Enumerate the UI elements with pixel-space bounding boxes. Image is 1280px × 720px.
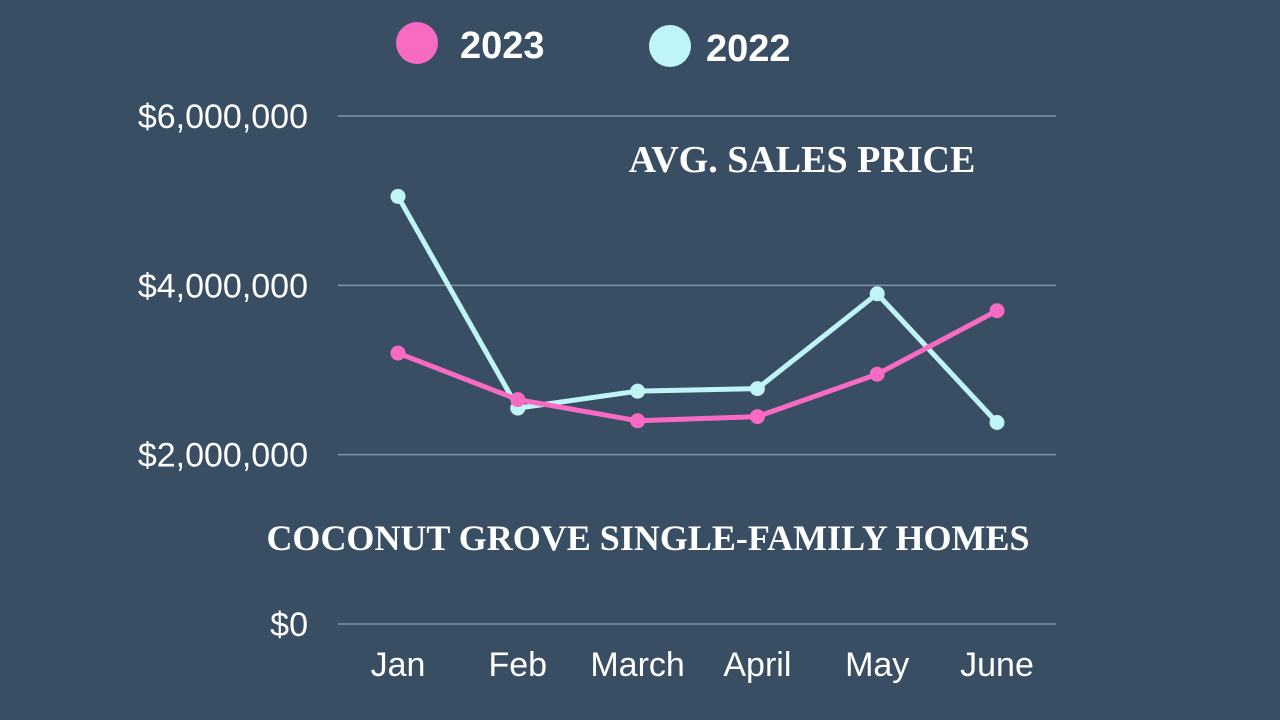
x-tick-label: Feb	[489, 646, 548, 684]
x-tick-label: May	[845, 646, 909, 684]
data-point-2023	[989, 303, 1005, 319]
data-point-2022	[630, 383, 646, 399]
x-tick-label: April	[723, 646, 791, 684]
data-point-2022	[869, 286, 885, 302]
series-layer	[390, 188, 1005, 430]
chart-subtitle: COCONUT GROVE SINGLE-FAMILY HOMES	[266, 518, 1029, 558]
y-tick-label: $2,000,000	[138, 437, 308, 475]
chart-title: AVG. SALES PRICE	[629, 139, 976, 181]
data-point-2022	[390, 188, 406, 204]
x-tick-label: Jan	[371, 646, 426, 684]
data-point-2023	[749, 409, 765, 425]
legend-item-2022: 2022	[649, 25, 791, 70]
data-point-2023	[390, 345, 406, 361]
data-point-2023	[510, 392, 526, 408]
data-point-2023	[869, 366, 885, 382]
series-line-2023	[395, 308, 1000, 424]
data-point-2023	[630, 413, 646, 429]
y-tick-label: $6,000,000	[138, 98, 308, 136]
data-point-2022	[749, 381, 765, 397]
legend-swatch-2022	[649, 25, 691, 67]
y-tick-label: $4,000,000	[138, 267, 308, 305]
grid-lines	[338, 115, 1056, 625]
y-axis-tick-labels: $0 $2,000,000 $4,000,000 $6,000,000	[138, 98, 308, 644]
series-line-2022	[395, 193, 1000, 425]
x-tick-label: March	[590, 646, 684, 684]
x-tick-label: June	[960, 646, 1034, 684]
legend-label-2022: 2022	[706, 28, 791, 70]
legend: 2023 2022	[396, 22, 791, 70]
legend-item-2023: 2023	[396, 22, 545, 67]
legend-swatch-2023	[396, 22, 438, 64]
y-tick-label: $0	[270, 606, 308, 644]
data-point-2022	[989, 414, 1005, 430]
series-2023	[390, 303, 1005, 429]
series-2022	[390, 188, 1005, 430]
x-axis-tick-labels: Jan Feb March April May June	[371, 646, 1034, 684]
legend-label-2023: 2023	[460, 25, 545, 67]
